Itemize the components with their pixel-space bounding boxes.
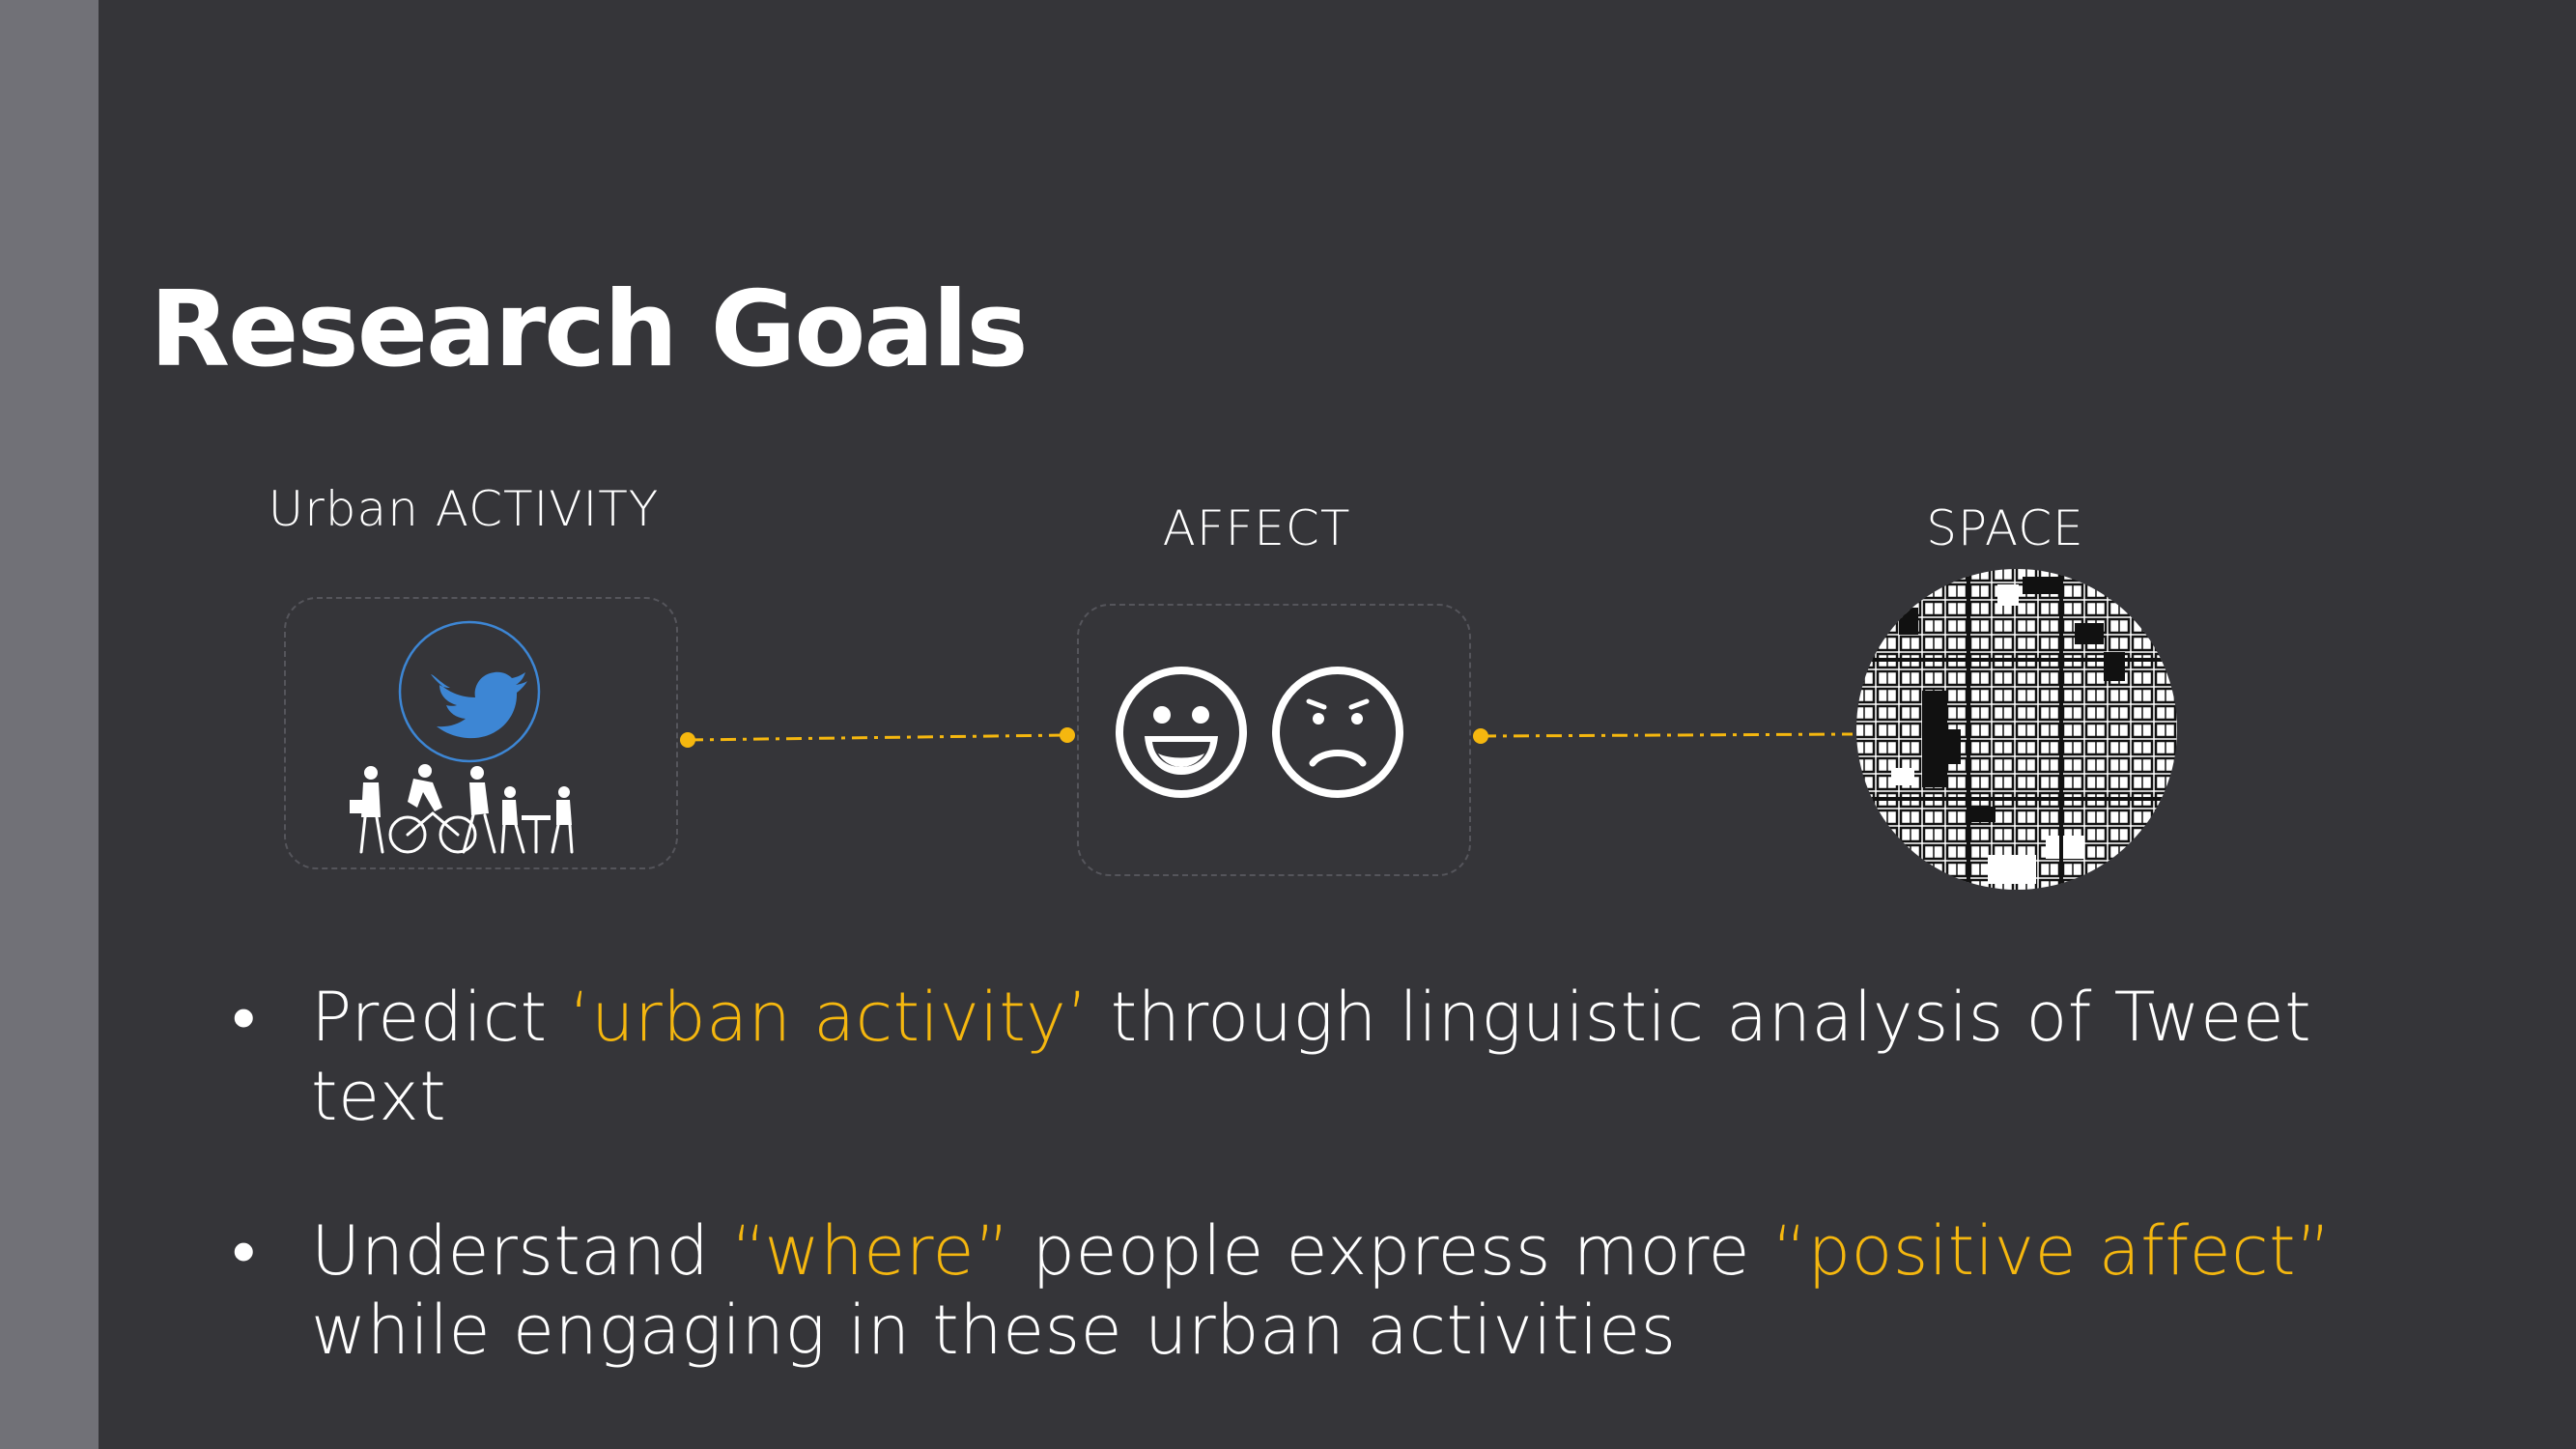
sad-face-icon: [1272, 667, 1403, 798]
goal-bullet: • Predict ‘urban activity’ through lingu…: [232, 978, 2453, 1136]
happy-face-icon: [1116, 667, 1247, 798]
bullet-text: Understand: [311, 1211, 732, 1291]
twitter-bird-icon: [398, 620, 541, 763]
affect-node-box: [1077, 604, 1471, 876]
goal-bullet: • Understand “where” people express more…: [232, 1211, 2453, 1370]
space-label: SPACE: [1926, 500, 2084, 556]
bullet-text: people express more: [1009, 1211, 1772, 1291]
connector-affect-space: [1473, 728, 1854, 744]
slide-sidebar-bar: [0, 0, 99, 1449]
bullet-marker: •: [232, 1211, 257, 1291]
connector-activity-affect: [680, 727, 1075, 748]
activity-node-box: [284, 597, 678, 869]
activity-label: Urban ACTIVITY: [268, 481, 660, 537]
bullet-text: while engaging in these urban activities: [311, 1291, 1677, 1370]
bullet-marker: •: [232, 978, 257, 1057]
goals-bullet-list: • Predict ‘urban activity’ through lingu…: [232, 978, 2453, 1370]
bullet-highlight: “where”: [731, 1211, 1010, 1291]
connector-endpoint: [680, 732, 695, 748]
bullet-highlight: ‘urban activity’: [569, 978, 1089, 1057]
bullet-text: Predict: [311, 978, 570, 1057]
affect-label: AFFECT: [1162, 500, 1351, 556]
people-activities-icon: [350, 764, 574, 854]
city-map-icon: [1856, 569, 2177, 890]
bullet-text: through linguistic analysis of Tweet tex…: [311, 978, 2312, 1136]
bullet-highlight: “positive affect”: [1771, 1211, 2332, 1291]
slide-title: Research Goals: [150, 270, 1029, 390]
connector-endpoint: [1060, 727, 1075, 743]
connector-endpoint: [1473, 728, 1488, 744]
